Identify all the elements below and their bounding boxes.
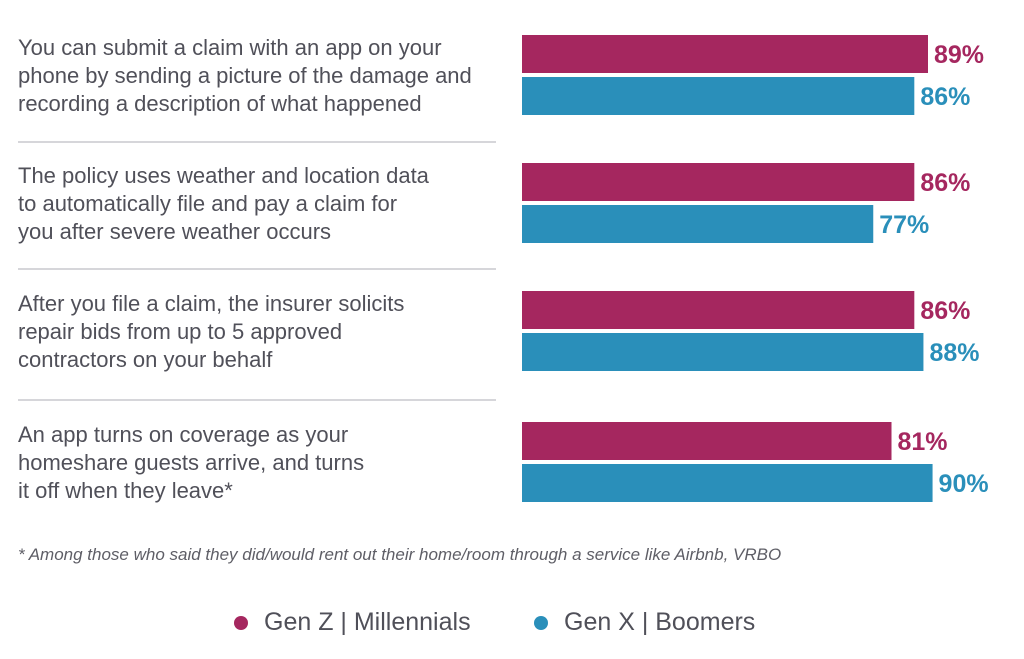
bar-series-2-row-3: [522, 333, 924, 371]
category-label-line: repair bids from up to 5 approved: [18, 319, 342, 344]
category-label-4: An app turns on coverage as your homeshar…: [18, 422, 364, 503]
category-label-line: it off when they leave*: [18, 478, 233, 503]
value-label-series-2-row-4: 90%: [939, 470, 989, 498]
category-label-line: homeshare guests arrive, and turns: [18, 450, 364, 475]
category-label-line: An app turns on coverage as your: [18, 422, 348, 447]
value-label-series-2-row-1: 86%: [920, 83, 970, 111]
legend-dot-series-2: [534, 615, 548, 630]
bar-series-2-row-1: [522, 77, 915, 115]
bar-series-2-row-2: [522, 205, 874, 243]
category-label-line: recording a description of what happened: [18, 91, 422, 116]
bar-series-2-row-4: [522, 464, 933, 502]
category-label-2: The policy uses weather and location dat…: [18, 163, 430, 244]
value-label-series-1-row-2: 86%: [920, 169, 970, 197]
bar-chart: You can submit a claim with an app on yo…: [18, 35, 989, 503]
legend-item-series-1: Gen Z | Millennials: [234, 608, 471, 637]
category-label-line: phone by sending a picture of the damage…: [18, 63, 472, 88]
category-label-line: After you file a claim, the insurer soli…: [18, 291, 404, 316]
category-label-line: you after severe weather occurs: [18, 219, 331, 244]
value-label-series-1-row-4: 81%: [898, 428, 948, 456]
category-label-line: to automatically file and pay a claim fo…: [18, 191, 397, 216]
legend: Gen Z | Millennials Gen X | Boomers: [0, 608, 1024, 648]
legend-label-series-2: Gen X | Boomers: [564, 608, 756, 636]
footnote: * Among those who said they did/would re…: [18, 545, 782, 564]
legend-label-series-1: Gen Z | Millennials: [264, 608, 471, 636]
category-label-line: You can submit a claim with an app on yo…: [18, 35, 442, 60]
legend-item-series-2: Gen X | Boomers: [534, 608, 755, 637]
bar-series-1-row-2: [522, 163, 915, 201]
category-label-1: You can submit a claim with an app on yo…: [18, 35, 472, 116]
bar-series-1-row-1: [522, 35, 928, 73]
bar-series-1-row-3: [522, 291, 915, 329]
value-label-series-2-row-3: 88%: [929, 339, 979, 367]
category-label-line: The policy uses weather and location dat…: [18, 163, 430, 188]
value-label-series-1-row-3: 86%: [920, 297, 970, 325]
legend-dot-series-1: [234, 615, 248, 630]
value-label-series-2-row-2: 77%: [879, 211, 929, 239]
bar-series-1-row-4: [522, 422, 892, 460]
value-label-series-1-row-1: 89%: [934, 41, 984, 69]
category-label-line: contractors on your behalf: [18, 347, 273, 372]
category-label-3: After you file a claim, the insurer soli…: [18, 291, 404, 372]
